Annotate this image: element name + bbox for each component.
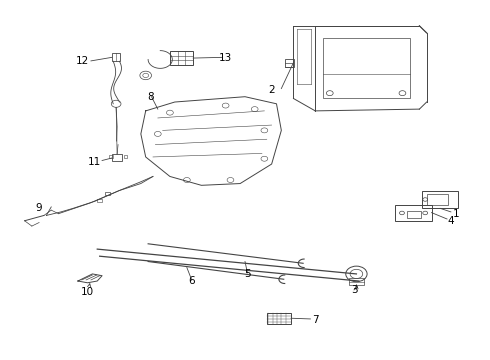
Bar (112, 54, 121, 61)
Bar (322, 38, 410, 99)
Bar (97, 199, 102, 202)
Bar (104, 192, 110, 195)
Bar (427, 194, 448, 205)
Text: 11: 11 (88, 157, 101, 167)
Text: 4: 4 (447, 216, 454, 226)
Text: 6: 6 (188, 276, 195, 286)
Bar (124, 155, 127, 158)
Bar (109, 155, 113, 158)
Bar (349, 278, 364, 284)
Bar (395, 205, 432, 221)
Text: 10: 10 (81, 287, 94, 297)
Text: 3: 3 (351, 285, 357, 295)
Text: 5: 5 (244, 269, 251, 279)
Bar (112, 154, 122, 161)
Text: 1: 1 (452, 209, 459, 219)
Text: 12: 12 (76, 56, 89, 66)
Bar (267, 313, 291, 324)
Text: 2: 2 (269, 85, 275, 95)
Bar (170, 51, 193, 65)
Bar (407, 211, 421, 217)
Text: 9: 9 (36, 203, 43, 213)
Text: 8: 8 (147, 92, 154, 102)
Bar (422, 191, 458, 208)
Text: 7: 7 (312, 315, 318, 325)
Text: 13: 13 (219, 53, 232, 63)
Bar (285, 59, 294, 67)
